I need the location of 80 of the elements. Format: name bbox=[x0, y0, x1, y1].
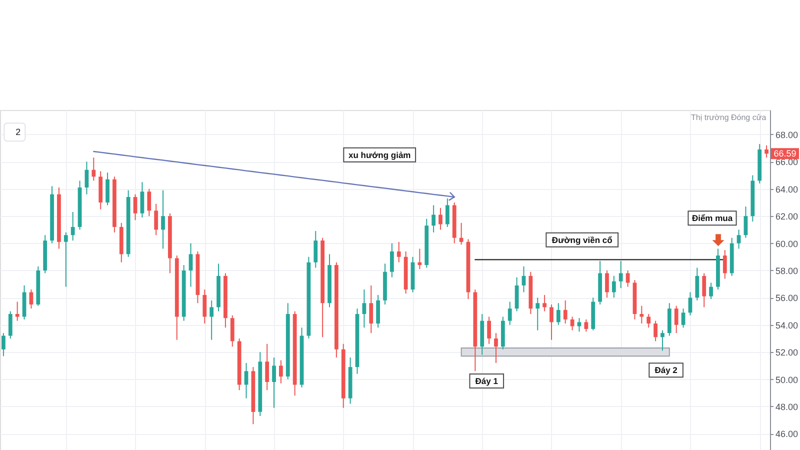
candlestick bbox=[646, 314, 651, 328]
candlestick bbox=[29, 289, 34, 310]
candlestick bbox=[626, 270, 630, 288]
candlestick bbox=[202, 289, 207, 324]
candlestick bbox=[147, 188, 152, 217]
candlestick bbox=[140, 182, 144, 218]
candlestick bbox=[550, 304, 554, 340]
candlestick bbox=[556, 302, 560, 326]
candlestick bbox=[445, 198, 450, 228]
y-tick-label: 48.00 bbox=[776, 402, 798, 412]
candlestick bbox=[508, 301, 512, 326]
candlestick bbox=[64, 232, 68, 288]
candlestick bbox=[487, 316, 491, 344]
y-tick-label: 68.00 bbox=[776, 130, 798, 140]
candlestick bbox=[563, 300, 568, 324]
candlestick bbox=[542, 294, 546, 312]
y-tick-label: 54.00 bbox=[776, 320, 798, 330]
y-tick-label: 56.00 bbox=[776, 293, 798, 304]
candlestick bbox=[106, 172, 110, 206]
y-tick-label: 50.00 bbox=[776, 374, 798, 385]
candlestick bbox=[764, 144, 768, 158]
candlestick bbox=[688, 292, 692, 316]
candlestick bbox=[230, 314, 234, 348]
candlestick bbox=[154, 203, 158, 236]
candlestick bbox=[15, 301, 20, 322]
annotation: 66.59 bbox=[774, 148, 796, 159]
y-tick-label: 46.00 bbox=[776, 429, 798, 440]
candlestick bbox=[432, 204, 436, 233]
candlestick bbox=[418, 248, 422, 270]
candlestick bbox=[8, 310, 12, 339]
candlestick bbox=[681, 308, 686, 328]
annotation: 2 bbox=[16, 127, 21, 138]
candlestick bbox=[362, 289, 366, 328]
candlestick bbox=[92, 157, 96, 182]
candlestick bbox=[674, 305, 678, 334]
candlestick bbox=[605, 270, 609, 298]
candlestick bbox=[584, 318, 588, 332]
annotation: Đáy 1 bbox=[475, 376, 498, 386]
candlestick bbox=[314, 230, 318, 268]
candlestick bbox=[654, 320, 658, 342]
annotation: Đáy 2 bbox=[654, 365, 678, 376]
candlestick bbox=[494, 332, 498, 364]
candlestick bbox=[2, 332, 6, 357]
annotation: xu hướng giảm bbox=[348, 150, 412, 160]
candlestick bbox=[161, 190, 165, 250]
candlestick bbox=[376, 294, 380, 328]
candlestick bbox=[618, 260, 623, 289]
annotation: Đường viền cổ bbox=[552, 234, 612, 245]
candlestick bbox=[612, 275, 616, 298]
y-tick-label: 66.00 bbox=[776, 157, 798, 168]
candlestick bbox=[70, 212, 75, 242]
candlestick bbox=[722, 250, 727, 280]
candlestick bbox=[536, 297, 540, 331]
candlestick bbox=[514, 276, 519, 312]
candlestick bbox=[369, 284, 374, 334]
candlestick bbox=[660, 330, 664, 352]
candlestick bbox=[522, 266, 526, 293]
y-tick-label: 62.00 bbox=[776, 212, 798, 222]
candlestick bbox=[279, 360, 283, 384]
candlestick bbox=[744, 206, 748, 238]
candlestick bbox=[390, 242, 394, 278]
candlestick bbox=[272, 357, 276, 408]
candlestick bbox=[265, 343, 270, 391]
candlestick bbox=[188, 242, 193, 288]
candlestick bbox=[702, 272, 706, 308]
candlestick bbox=[133, 194, 138, 221]
candlestick bbox=[695, 267, 700, 301]
candlestick bbox=[244, 362, 248, 399]
annotation: Điểm mua bbox=[692, 213, 733, 224]
y-tick-label: 60.00 bbox=[776, 238, 798, 249]
candlestick bbox=[709, 282, 713, 300]
candlestick bbox=[210, 300, 214, 340]
annotation: Thị trường Đóng cửa bbox=[691, 113, 767, 122]
y-tick-label: 52.00 bbox=[776, 348, 798, 358]
candlestick bbox=[396, 241, 401, 263]
candlestick bbox=[438, 207, 442, 230]
candlestick bbox=[736, 229, 741, 250]
y-tick-label: 58.00 bbox=[776, 266, 798, 276]
y-tick-label: 64.00 bbox=[776, 184, 798, 194]
candlestick bbox=[640, 305, 644, 324]
